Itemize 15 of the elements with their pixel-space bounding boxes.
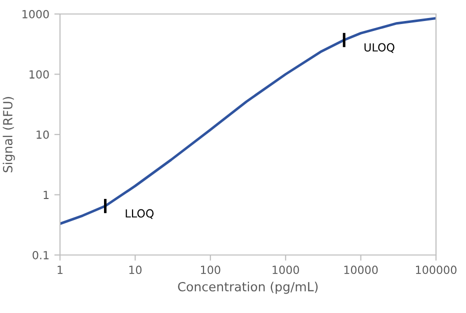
y-axis-title: Signal (RFU) [2,97,15,172]
y-tick-label: 10 [36,130,49,139]
x-tick-label: 100000 [416,266,456,274]
annotation: LLOQ [126,209,154,219]
x-tick-label: 10 [129,266,142,274]
annotation: ULOQ [364,43,394,53]
x-tick-label: 10000 [344,266,378,274]
x-axis-title: Concentration (pg/mL) [178,282,318,294]
y-tick-label: 1000 [22,10,49,18]
y-tick-label: 1 [44,190,49,199]
x-tick-label: 100 [201,266,220,274]
y-tick-label: 100 [30,70,49,79]
x-tick-label: 1000 [272,266,299,274]
y-tick-label: 0.1 [32,250,49,260]
x-tick-label: 1 [58,266,63,274]
